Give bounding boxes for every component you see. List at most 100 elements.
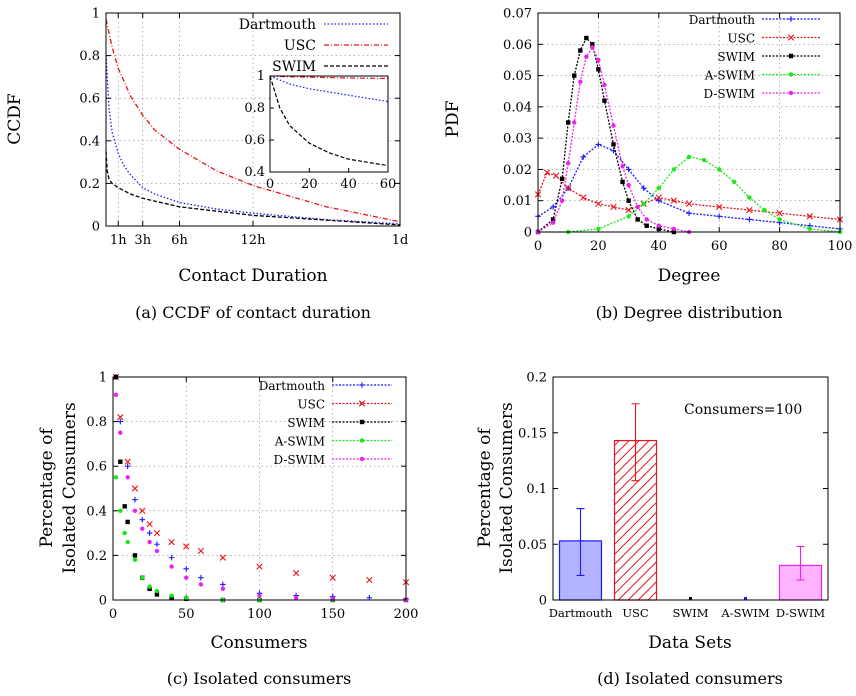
panel-c-series-3-point	[184, 595, 189, 600]
panel-b-series-1-point	[610, 203, 617, 211]
panel-a-ytick-label: 0	[92, 220, 100, 235]
panel-a-legend-label: SWIM	[272, 59, 316, 75]
panel-b-series-1-point	[685, 200, 693, 208]
panel-d-xlabel: Data Sets	[648, 633, 731, 653]
panel-d-category-label: SWIM	[672, 606, 708, 620]
panel-c-series-3-point	[140, 575, 145, 580]
panel-c-xtick-label: 200	[394, 607, 419, 622]
panel-b-ytick-label: 0.04	[503, 100, 532, 115]
panel-b-series-0-point	[716, 213, 722, 220]
panel-b-series-4-point	[572, 120, 577, 125]
panel-b-series-2-point	[559, 176, 565, 182]
panel-c-ytick-label: 0.8	[86, 415, 107, 430]
panel-c-series-0-point	[139, 516, 146, 523]
panel-b-series-3-point	[656, 186, 661, 191]
panel-a-inset-bg	[270, 76, 388, 172]
panel-b-series-2-point	[635, 217, 640, 222]
panel-c-legend-label: A-SWIM	[274, 435, 325, 449]
panel-c-legend: Dartmouth USC SWIM A-SWIM D-SWIM	[259, 379, 392, 467]
panel-c-legend-label: Dartmouth	[259, 379, 325, 393]
panel-c-series-1-point	[219, 554, 227, 561]
panel-c-legend-label: USC	[297, 398, 325, 412]
panel-a-inset-xtick-label: 20	[301, 177, 318, 192]
panel-c-series-2-point	[125, 519, 130, 525]
panel-b-xtick-label: 40	[651, 239, 668, 254]
panel-b-ytick-label: 0	[524, 226, 532, 241]
panel-a-xtick-label: 1d	[392, 233, 409, 248]
panel-c-series-4-point	[198, 582, 204, 587]
panel-c-ylabel-line2: Isolated Consumers	[60, 402, 80, 573]
panel-b-chart: PDF Degree (b) Degree distribution 0 0.01…	[443, 7, 852, 323]
panel-b-ylabel: PDF	[443, 100, 463, 137]
panel-b-xtick-label: 60	[711, 239, 728, 254]
panel-b-legend-label: D-SWIM	[704, 87, 755, 101]
panel-a-inset-xtick-label: 40	[340, 177, 357, 192]
panel-c-series-1-point	[146, 520, 153, 528]
panel-a-ytick-label: 0.6	[79, 92, 100, 107]
panel-b-series-3-line	[538, 156, 841, 233]
panel-c-series-4-point	[132, 508, 138, 513]
panel-b-series-4-point	[602, 82, 607, 88]
panel-a-series-1-line	[105, 19, 401, 223]
panel-b-xtick-label: 100	[828, 239, 853, 254]
panel-a-xtick-label: 1h	[110, 233, 127, 248]
panel-b-series-4-point	[611, 123, 616, 128]
panel-c-series-2-point	[122, 504, 127, 509]
panel-b-series-3-point	[807, 226, 812, 232]
panel-d-bar-3	[744, 597, 747, 600]
panel-c-series-0-point	[183, 565, 190, 572]
panel-a-inset-frame	[269, 75, 389, 173]
panel-b-series-4-point	[559, 198, 565, 203]
panel-b-series-2-point	[590, 42, 595, 47]
panel-b-series-1-point	[716, 203, 723, 211]
panel-b-series-3-point	[626, 214, 631, 219]
panel-c-chart: Percentage of Isolated Consumers Consume…	[37, 371, 418, 689]
panel-b-series-1-point	[595, 200, 602, 208]
panel-c-series-3-point	[113, 475, 119, 480]
panel-b-series-2-point	[578, 48, 583, 53]
panel-c-series-1-point	[139, 507, 146, 514]
panel-b-series-3-point	[732, 179, 737, 185]
panel-a-inset-series-2-line	[269, 75, 389, 167]
panel-a-chart: CCDF Contact Duration (a) CCDF of contac…	[5, 7, 408, 323]
panel-b-ytick-label: 0.07	[503, 7, 532, 22]
panel-a-inset-ytick-label: 0.8	[244, 101, 265, 116]
panel-b-series-0-line	[537, 143, 841, 230]
panel-c-series-4-point	[147, 539, 152, 545]
panel-b-caption: (b) Degree distribution	[596, 303, 783, 322]
panel-b-legend-label: A-SWIM	[704, 69, 755, 83]
panel-b-series-4-point	[550, 220, 556, 225]
panel-a-legend: Dartmouth USC SWIM	[239, 17, 388, 75]
panel-b-series-2-line	[537, 36, 675, 233]
panel-c-series-1-point	[117, 413, 124, 421]
panel-c-ytick-label: 0.6	[86, 460, 107, 475]
panel-b-series-0-point	[625, 166, 632, 173]
panel-a-ytick-label: 0.2	[79, 177, 100, 192]
panel-b-ytick-label: 0.02	[503, 163, 532, 178]
panel-c-series-3-point	[122, 530, 127, 536]
panel-b-series-3-point	[762, 207, 767, 213]
panel-b-series-1-point	[580, 194, 587, 201]
panel-c-xtick-label: 0	[109, 607, 117, 622]
panel-c-series-4-point	[140, 526, 145, 531]
panel-c-ytick-label: 0.4	[86, 504, 107, 519]
panel-a-inset-ytick-label: 0.4	[244, 165, 265, 180]
panel-b-series-1-point	[806, 213, 813, 220]
panel-b-series-4-point	[566, 160, 571, 166]
panel-b-series-2-point	[584, 35, 589, 41]
panel-b-series-1-point	[625, 206, 632, 214]
panel-b-series-2-point	[611, 142, 616, 147]
panel-c-series-0-point	[198, 574, 204, 581]
panel-d-category-label: USC	[622, 606, 649, 620]
panel-b-series-4-point	[671, 226, 677, 232]
panel-c-series-2-point	[118, 459, 123, 464]
panel-c-frame	[112, 376, 407, 601]
panel-d-category-label: A-SWIM	[720, 606, 769, 620]
panel-b-series-4-point	[578, 79, 583, 85]
panel-d-bar-point-4	[797, 562, 804, 569]
panel-d-caption: (d) Isolated consumers	[597, 669, 783, 688]
panel-b-series-0-point	[686, 210, 692, 217]
panel-a-xtick-label: 12h	[241, 233, 267, 248]
panel-b-series-2-point	[566, 120, 571, 125]
panel-b-series-2-point	[550, 217, 556, 222]
